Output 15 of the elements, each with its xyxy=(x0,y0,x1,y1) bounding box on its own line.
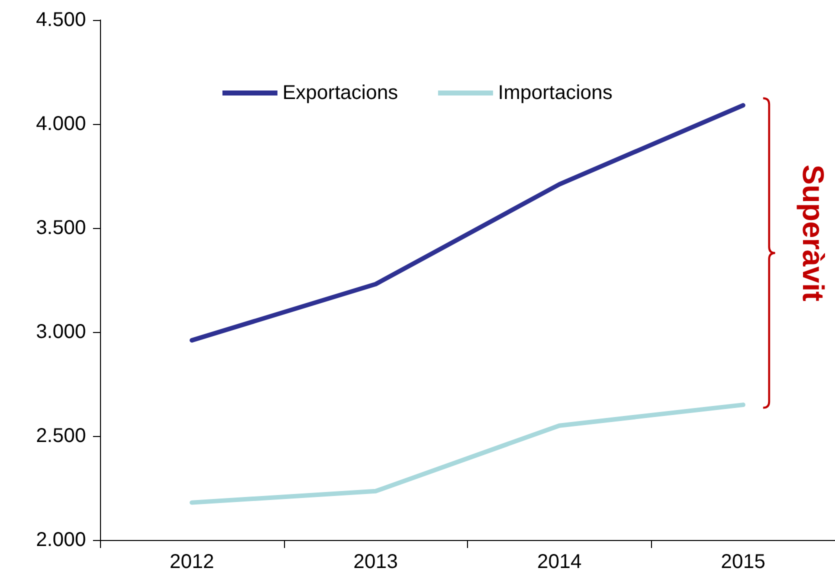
x-tick-label: 2015 xyxy=(720,551,766,573)
annotation: Superàvit xyxy=(796,164,830,302)
y-tick-label: 4.000 xyxy=(36,113,86,135)
y-tick-label: 2.000 xyxy=(36,529,86,551)
y-tick-label: 3.000 xyxy=(36,321,86,343)
line-series xyxy=(190,402,746,505)
y-tick-label: 3.500 xyxy=(36,217,86,239)
y-tick-label: 4.500 xyxy=(36,9,86,31)
x-tick-label: 2013 xyxy=(353,551,398,573)
x-tick-label: 2014 xyxy=(537,551,582,573)
y-tick-label: 2.500 xyxy=(36,425,86,447)
x-tick-label: 2012 xyxy=(170,551,214,573)
legend-label: Importacions xyxy=(498,82,613,104)
line-series xyxy=(190,103,746,343)
legend-label: Exportacions xyxy=(282,82,398,104)
